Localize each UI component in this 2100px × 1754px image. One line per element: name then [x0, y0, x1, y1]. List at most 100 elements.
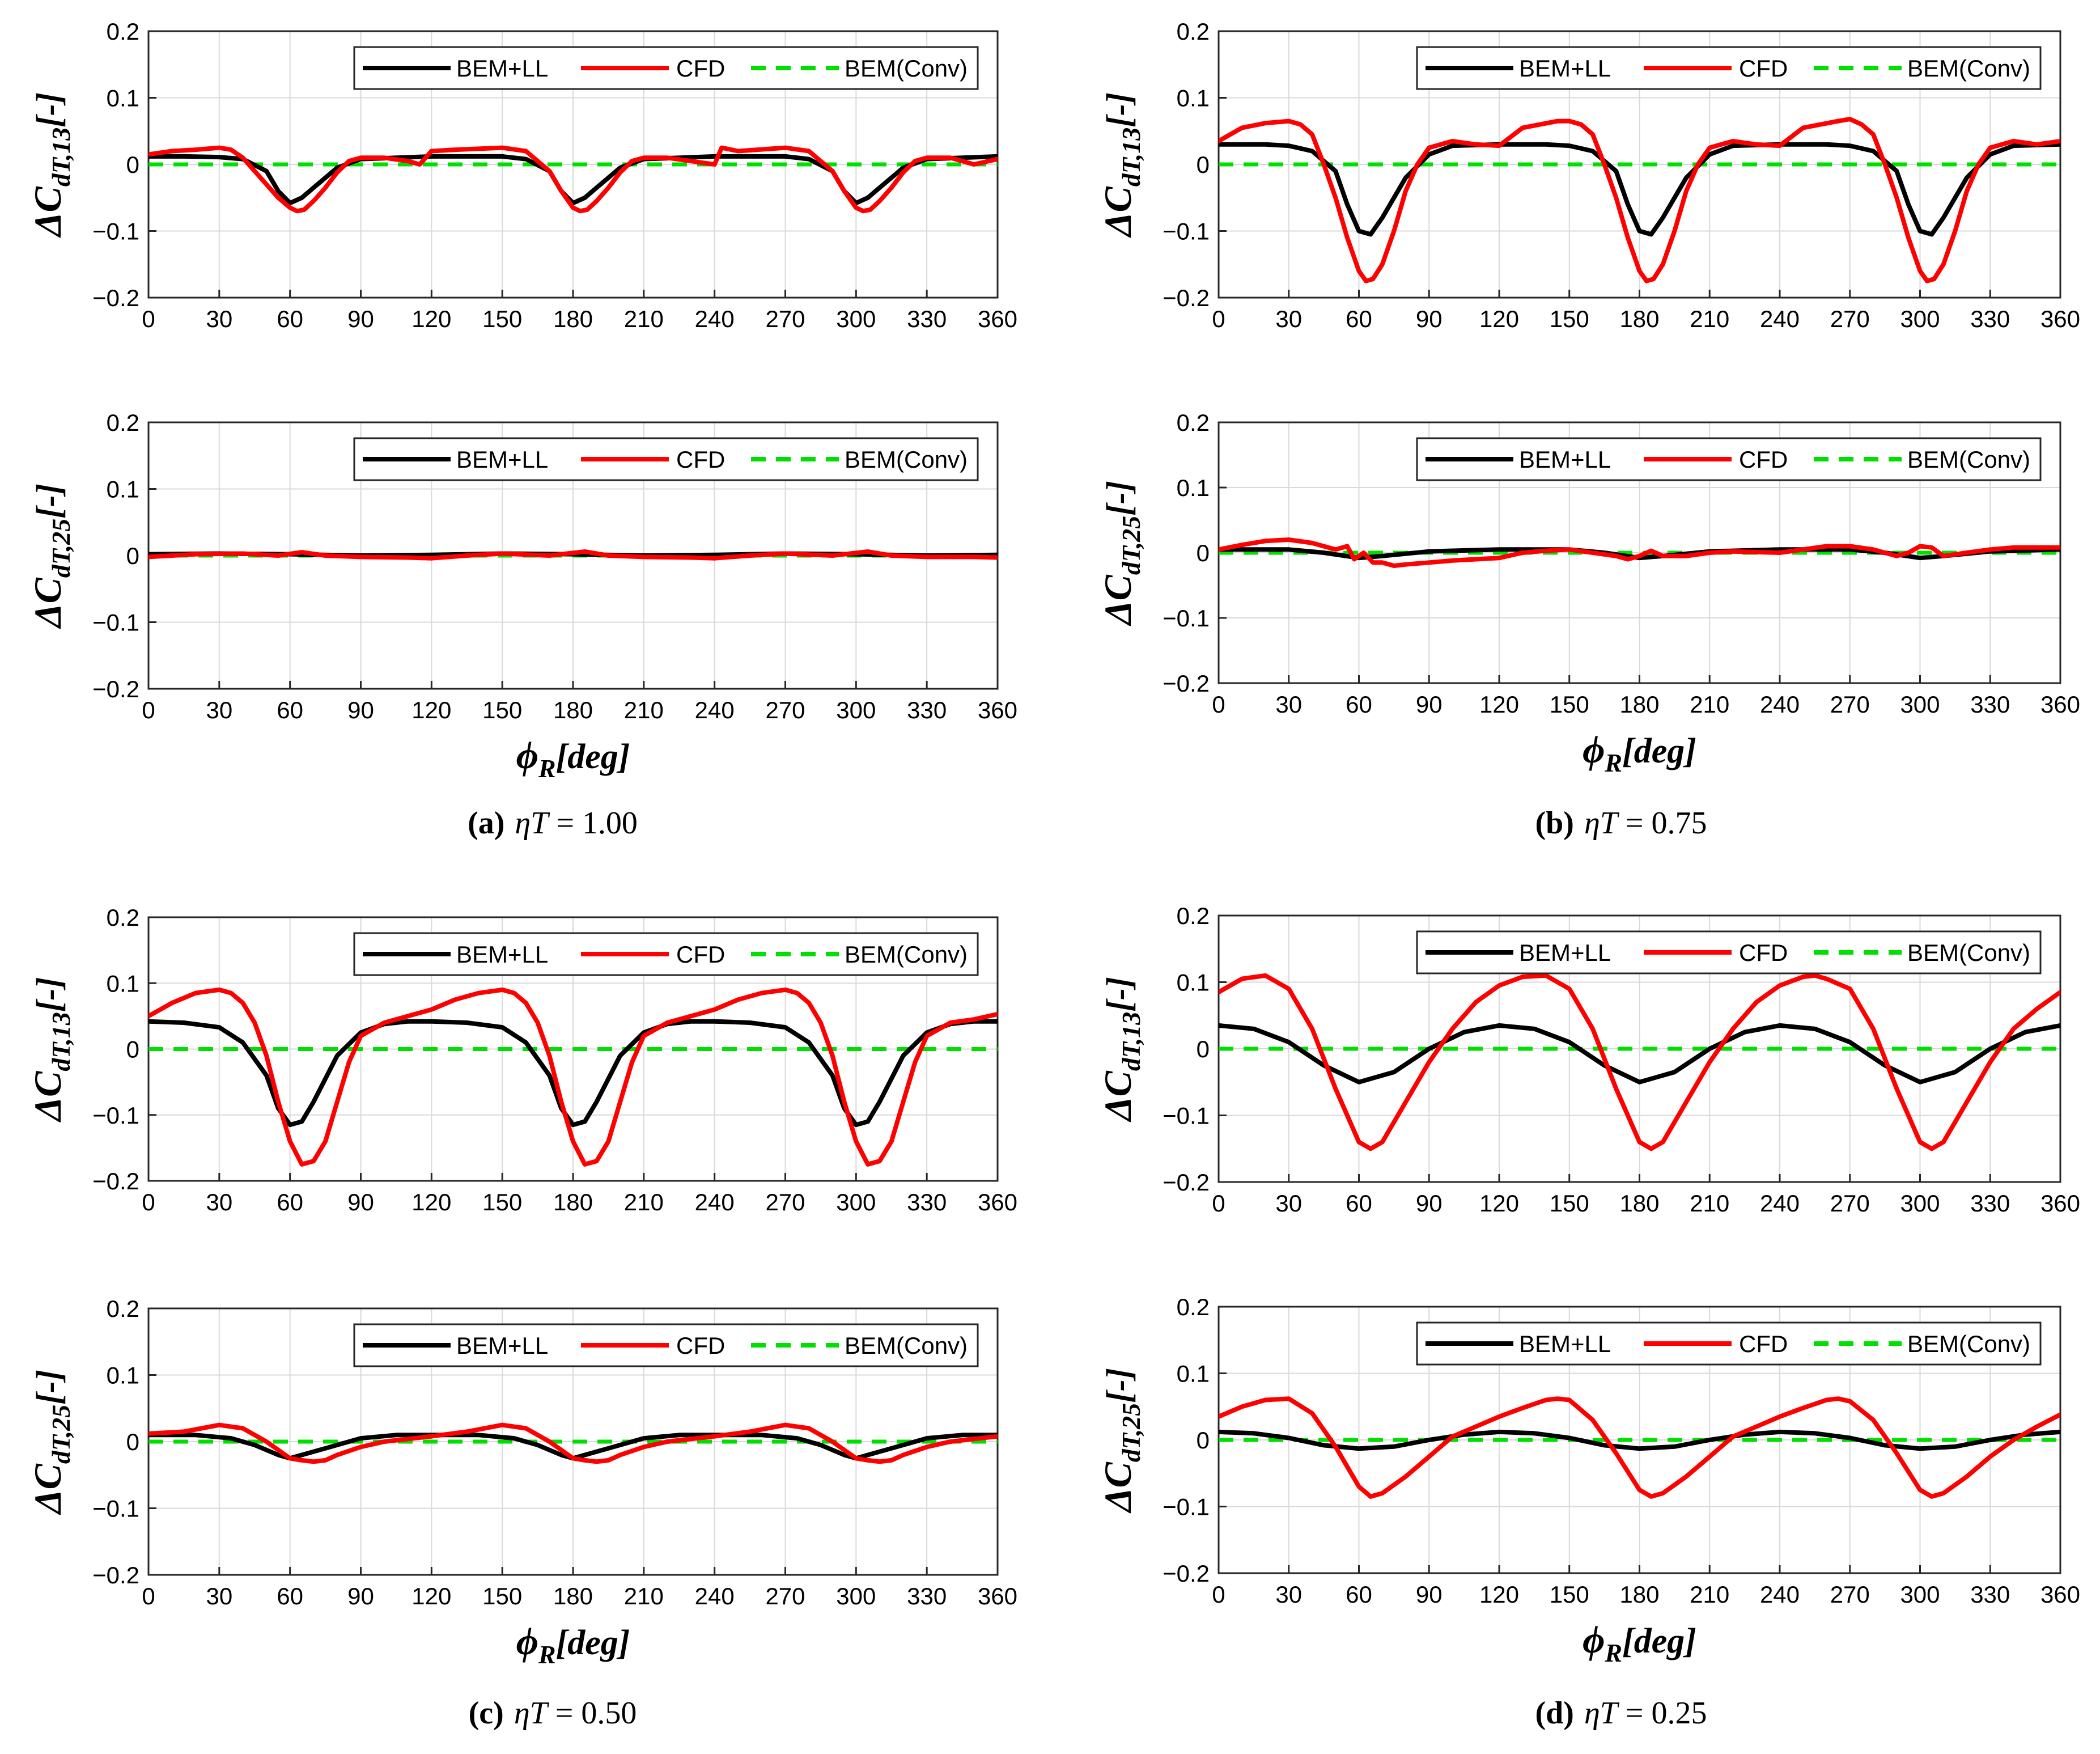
- caption-letter: (a): [468, 806, 504, 841]
- y-label-main: ΔC: [26, 1464, 69, 1516]
- x-tick-label: 180: [1619, 1190, 1659, 1217]
- x-tick-label: 180: [1619, 306, 1659, 332]
- chart-panel-5: 0 30 60 90 120 150 180 210 240 270 300 330 360 −0.2 −0…: [26, 1295, 1017, 1669]
- x-tick-label: 90: [1416, 1190, 1443, 1217]
- x-axis-label: ϕR[deg]: [1583, 728, 1696, 777]
- y-label-unit: [-]: [1100, 92, 1139, 128]
- series-line-bem-ll: [1219, 1023, 2060, 1084]
- x-tick-label: 150: [1550, 1581, 1589, 1608]
- y-tick-label: 0.1: [107, 85, 139, 112]
- legend: BEM+LL CFD BEM(Conv): [353, 437, 979, 481]
- x-tick-label: 210: [1690, 306, 1729, 332]
- chart-panel-6: 0 30 60 90 120 150 180 210 240 270 300 330 360−0.2−0…: [1096, 903, 2080, 1731]
- y-label-sub: dT,25: [46, 519, 75, 578]
- x-tick-label: 240: [695, 1189, 735, 1215]
- y-tick-label: 0: [126, 1036, 139, 1063]
- y-label-sub: dT,25: [1117, 516, 1146, 575]
- x-tick-label: 90: [1416, 306, 1443, 332]
- legend-entry-label: CFD: [676, 941, 725, 968]
- y-label-main: ΔC: [1096, 1071, 1139, 1123]
- x-tick-label: 360: [978, 306, 1017, 332]
- y-label-unit: [-]: [1100, 481, 1139, 516]
- y-label-sub: dT,25: [1117, 1403, 1146, 1462]
- y-tick-label: −0.1: [1163, 1103, 1210, 1129]
- series-line-cfd: [149, 1422, 998, 1464]
- x-tick-label: 60: [277, 306, 303, 332]
- panel-caption: (c) ηT = 0.50: [469, 1696, 637, 1731]
- x-tick-label: 90: [347, 1583, 374, 1609]
- x-tick-label: 300: [836, 306, 876, 332]
- x-tick-label: 30: [1275, 1581, 1302, 1608]
- x-tick-label: 90: [347, 1189, 374, 1215]
- x-label-sub: R: [538, 1640, 556, 1669]
- panel-caption: (d) ηT = 0.25: [1535, 1696, 1707, 1731]
- x-tick-label: 360: [2040, 306, 2080, 332]
- legend-entry-label: CFD: [676, 1332, 725, 1359]
- legend: BEM+LL CFD BEM(Conv): [353, 932, 979, 976]
- x-tick-label: 210: [1690, 1581, 1729, 1608]
- x-tick-label: 300: [836, 697, 876, 723]
- caption-value: = 1.00: [556, 806, 638, 841]
- legend-entry-label: BEM+LL: [1519, 55, 1611, 82]
- x-tick-label: 0: [1212, 691, 1225, 718]
- y-label-unit: [-]: [30, 977, 69, 1012]
- x-label-unit: [deg]: [1622, 1622, 1696, 1660]
- y-tick-label: −0.1: [92, 1495, 139, 1522]
- x-tick-label: 240: [695, 1583, 735, 1609]
- x-label-unit: [deg]: [1622, 732, 1696, 770]
- y-label-sub: dT,13: [46, 1012, 75, 1071]
- x-tick-label: 240: [1760, 691, 1800, 718]
- x-tick-label: 30: [1275, 691, 1302, 718]
- x-tick-label: 60: [1346, 691, 1372, 718]
- x-label-unit: [deg]: [556, 738, 630, 776]
- x-tick-label: 0: [1212, 1581, 1225, 1608]
- x-tick-label: 120: [1479, 306, 1519, 332]
- y-tick-label: −0.1: [92, 218, 139, 245]
- y-tick-label: 0.2: [1177, 1294, 1210, 1320]
- panel-caption: (b) ηT = 0.75: [1535, 806, 1707, 841]
- x-tick-label: 210: [624, 1189, 664, 1215]
- x-tick-label: 150: [1550, 306, 1589, 332]
- x-tick-label: 90: [1416, 1581, 1443, 1608]
- y-tick-label: 0.1: [107, 970, 139, 997]
- chart-panel-0: 0 30 60 90 120 150 180 210 240 270 300 330 360−0.2−0…: [26, 18, 1017, 841]
- y-tick-label: 0: [126, 151, 139, 178]
- x-tick-label: 0: [142, 1189, 155, 1215]
- y-label-main: ΔC: [1096, 187, 1139, 239]
- x-tick-label: 150: [1550, 1190, 1589, 1217]
- y-tick-label: −0.2: [1163, 285, 1210, 311]
- y-label-unit: [-]: [30, 1370, 69, 1405]
- x-tick-label: 30: [1275, 1190, 1302, 1217]
- x-tick-label: 180: [553, 1583, 593, 1609]
- series-line-bem-ll: [1219, 1429, 2060, 1451]
- caption-letter: (b): [1535, 806, 1574, 841]
- y-label-sub: dT,13: [1117, 128, 1146, 187]
- x-tick-label: 240: [695, 697, 735, 723]
- x-tick-label: 150: [482, 1583, 522, 1609]
- y-tick-label: −0.1: [92, 609, 139, 636]
- caption-letter: (d): [1535, 1696, 1574, 1731]
- y-axis-label: ΔCdT,13[-]: [26, 977, 75, 1122]
- x-tick-label: 60: [1346, 306, 1372, 332]
- y-tick-label: 0.1: [107, 476, 139, 503]
- x-label-main: ϕ: [1583, 728, 1605, 771]
- x-tick-label: 60: [1346, 1581, 1372, 1608]
- y-tick-label: 0.1: [1177, 1361, 1210, 1387]
- legend-entry-label: CFD: [1739, 446, 1788, 473]
- x-tick-label: 300: [836, 1583, 876, 1609]
- x-tick-label: 120: [411, 697, 451, 723]
- y-label-sub: dT,13: [46, 128, 75, 187]
- y-tick-label: 0.2: [107, 409, 139, 436]
- y-tick-label: 0.1: [1177, 969, 1210, 996]
- y-tick-label: 0: [1197, 1427, 1210, 1454]
- y-tick-label: −0.1: [1163, 605, 1210, 632]
- y-axis-label: ΔCdT,25[-]: [1096, 1368, 1146, 1514]
- x-tick-label: 150: [1550, 691, 1589, 718]
- legend-entry-label: BEM(Conv): [1907, 55, 2030, 82]
- y-tick-label: 0: [1197, 1036, 1210, 1062]
- y-tick-label: −0.2: [1163, 670, 1210, 697]
- x-tick-label: 360: [978, 1189, 1017, 1215]
- y-tick-label: −0.1: [92, 1102, 139, 1129]
- chart-panel-7: 0 30 60 90 120 150 180 210 240 270 300 330 360 −0.2 −0…: [1096, 1294, 2080, 1667]
